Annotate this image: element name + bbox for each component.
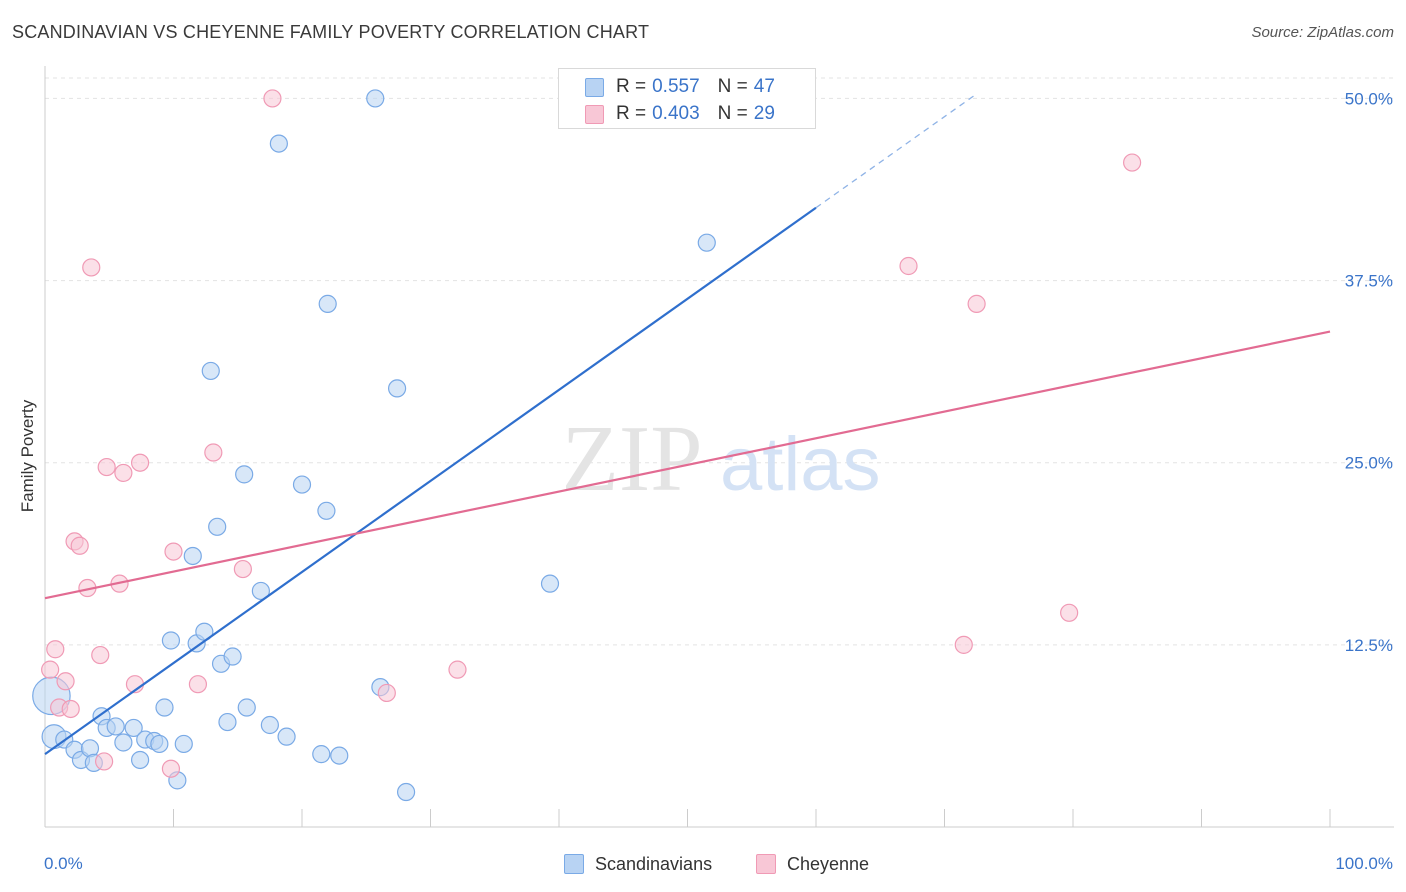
scandinavian-point: [208, 517, 227, 536]
cheyenne-point: [61, 699, 80, 719]
n-value: 47: [753, 76, 775, 97]
cheyenne-point: [70, 536, 89, 555]
scandinavian-point: [161, 631, 181, 650]
scandinavian-point: [174, 734, 193, 754]
cheyenne-point: [1123, 153, 1142, 172]
cheyenne-point: [188, 675, 208, 694]
y-tick-label: 37.5%: [1345, 272, 1393, 291]
scandinavian-point: [124, 718, 143, 738]
scandinavian-point: [150, 734, 169, 754]
scandinavian-point: [277, 727, 296, 746]
scandinavian-point: [317, 501, 336, 520]
y-tick-label: 12.5%: [1345, 636, 1393, 655]
cheyenne-point: [967, 294, 986, 313]
cheyenne-point: [164, 542, 183, 561]
scandinavian-trend-extension: [815, 93, 978, 209]
x-tick-label-max: 100.0%: [1335, 854, 1393, 873]
cheyenne-swatch: [585, 104, 604, 124]
stats-row-cheyenne: R = 0.403 N = 29: [585, 103, 775, 125]
scandinavian-point: [540, 574, 560, 593]
cheyenne-legend-swatch: [756, 854, 776, 874]
legend-label-scandinavians: Scandinavians: [595, 853, 713, 874]
scandinavian-point: [292, 475, 312, 494]
cheyenne-point: [91, 645, 110, 665]
scandinavian-point: [260, 715, 279, 735]
label-layer: 12.5% 25.0% 37.5% 50.0% 0.0% 100.0%: [44, 89, 1393, 873]
legend-label-cheyenne: Cheyenne: [787, 853, 870, 874]
trend-layer: [44, 93, 1331, 756]
cheyenne-point: [114, 463, 133, 483]
scandinavian-point: [318, 294, 337, 313]
cheyenne-point: [41, 660, 60, 679]
r-label: R =: [616, 103, 647, 124]
scandinavian-point: [114, 733, 133, 752]
scandinavian-point: [251, 581, 270, 601]
n-label: N =: [717, 76, 748, 97]
watermark-zip: ZIP: [562, 407, 703, 511]
legend-item-scandinavians[interactable]: Scandinavians: [564, 852, 712, 876]
scandinavian-point: [269, 134, 288, 153]
chart-title: SCANDINAVIAN VS CHEYENNE FAMILY POVERTY …: [12, 22, 650, 42]
scandinavian-point: [697, 233, 716, 252]
cheyenne-point: [130, 453, 150, 472]
scandinavian-point: [330, 746, 349, 765]
r-value: 0.557: [652, 76, 700, 97]
grid-layer: [45, 77, 1394, 646]
scandinavians-legend-swatch: [564, 854, 584, 874]
cheyenne-point: [97, 457, 116, 477]
scandinavian-point: [201, 361, 220, 381]
scandinavian-trend-line: [44, 206, 817, 756]
cheyenne-point: [1060, 603, 1079, 622]
cheyenne-point: [899, 256, 918, 276]
scandinavian-point: [218, 712, 237, 732]
cheyenne-trend-line: [44, 330, 1331, 600]
cheyenne-point: [448, 660, 467, 679]
scandinavian-point: [366, 89, 385, 108]
n-value: 29: [753, 103, 775, 124]
cheyenne-point: [56, 672, 75, 691]
scandinavian-point: [235, 465, 254, 484]
cheyenne-point: [95, 752, 114, 771]
stats-legend: R = 0.557 N = 47 R = 0.403 N = 29: [558, 68, 816, 129]
cheyenne-point: [82, 258, 101, 277]
y-axis-label: Family Poverty: [18, 399, 37, 513]
watermark-layer: ZIP atlas: [562, 407, 881, 511]
r-label: R =: [616, 76, 647, 97]
cheyenne-point: [233, 559, 252, 579]
scandinavian-point: [223, 647, 242, 666]
x-tick-label-min: 0.0%: [44, 854, 83, 873]
r-value: 0.403: [652, 103, 700, 124]
scandinavians-swatch: [585, 77, 604, 97]
cheyenne-point: [263, 89, 282, 108]
points-layer: [32, 89, 1142, 802]
scandinavian-point: [155, 698, 174, 717]
cheyenne-point: [954, 635, 973, 654]
stats-row-scandinavians: R = 0.557 N = 47: [585, 76, 775, 98]
cheyenne-point: [46, 640, 65, 659]
source-label: Source: ZipAtlas.com: [1251, 24, 1394, 41]
scandinavian-point: [237, 698, 256, 717]
scandinavian-point: [387, 379, 407, 398]
watermark-atlas: atlas: [720, 422, 881, 507]
scandinavian-point: [183, 546, 202, 566]
y-tick-label: 50.0%: [1345, 89, 1393, 108]
cheyenne-point: [377, 683, 396, 703]
n-label: N =: [717, 103, 748, 124]
cheyenne-point: [204, 443, 223, 462]
legend-item-cheyenne[interactable]: Cheyenne: [756, 852, 869, 876]
cheyenne-point: [161, 759, 181, 778]
scandinavian-point: [312, 745, 331, 764]
scandinavian-point: [106, 717, 125, 736]
y-tick-label: 25.0%: [1345, 454, 1393, 473]
scandinavian-point: [130, 750, 150, 770]
scandinavian-point: [396, 782, 416, 802]
